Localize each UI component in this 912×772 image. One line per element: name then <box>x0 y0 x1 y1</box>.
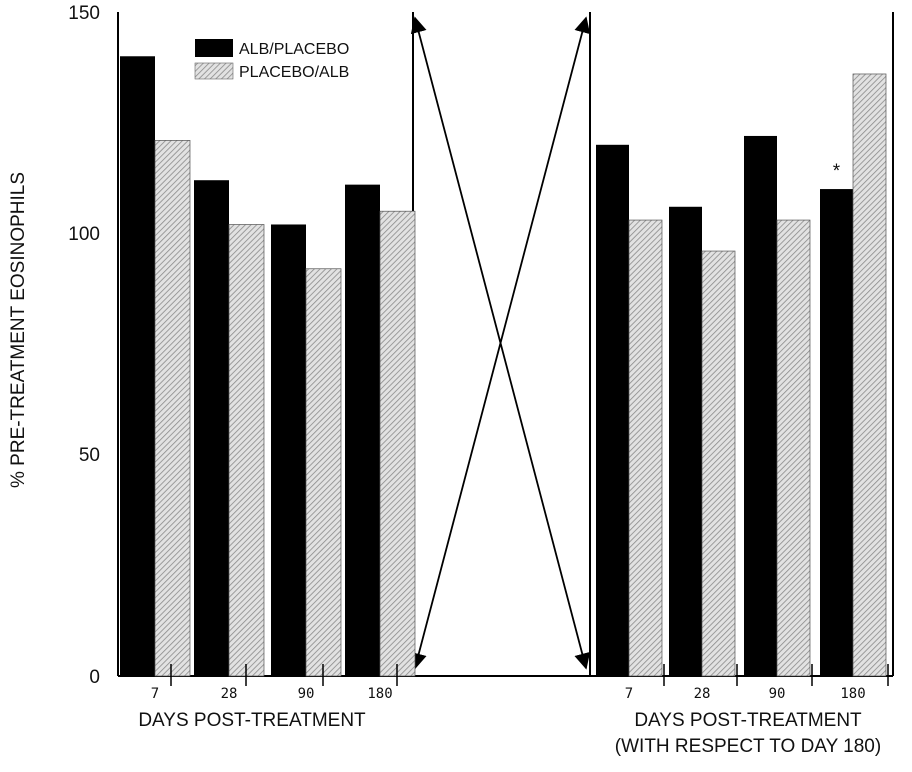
y-tick-label: 100 <box>68 224 100 245</box>
bar-alb-placebo <box>194 180 229 677</box>
x-tick-label: 180 <box>367 686 392 702</box>
y-axis-label: % PRE-TREATMENT EOSINOPHILS <box>8 172 29 488</box>
legend-swatch-placebo-alb <box>194 62 234 80</box>
x-tick-label: 7 <box>151 686 159 702</box>
x-tick-label: 7 <box>625 686 633 702</box>
bar-alb-placebo <box>820 189 853 677</box>
legend-label-alb-placebo: ALB/PLACEBO <box>239 41 349 58</box>
bar-placebo-alb <box>852 73 887 677</box>
bar-alb-placebo <box>744 135 777 677</box>
bar-alb-placebo <box>271 224 306 677</box>
bar-alb-placebo <box>345 184 380 676</box>
y-tick-label: 150 <box>68 3 100 24</box>
bar-alb-placebo <box>120 56 155 677</box>
x-axis-label-left: DAYS POST-TREATMENT <box>138 710 366 731</box>
x-axis-label-right: DAYS POST-TREATMENT <box>634 710 862 731</box>
bar-placebo-alb <box>701 250 736 677</box>
significance-marker: * <box>833 161 841 182</box>
y-tick-label: 0 <box>89 667 100 688</box>
bar-placebo-alb <box>305 268 342 677</box>
crossover-arrow <box>410 16 591 670</box>
bar-alb-placebo <box>669 206 702 677</box>
x-axis-label-right-sub: (WITH RESPECT TO DAY 180) <box>615 736 881 757</box>
legend: ALB/PLACEBO PLACEBO/ALB <box>194 39 349 81</box>
x-tick-label: 180 <box>840 686 865 702</box>
x-tick-label: 90 <box>769 686 786 702</box>
x-tick-label: 90 <box>298 686 315 702</box>
x-tick-label: 28 <box>221 686 238 702</box>
bar-placebo-alb <box>379 210 416 677</box>
bar-placebo-alb <box>154 140 191 677</box>
legend-label-placebo-alb: PLACEBO/ALB <box>239 64 349 81</box>
legend-swatch-alb-placebo <box>195 39 233 57</box>
bar-placebo-alb <box>228 224 265 677</box>
bar-placebo-alb <box>776 219 811 677</box>
bar-alb-placebo <box>596 144 629 677</box>
x-tick-label: 28 <box>694 686 711 702</box>
bar-placebo-alb <box>628 219 663 677</box>
y-tick-label: 50 <box>79 445 100 466</box>
